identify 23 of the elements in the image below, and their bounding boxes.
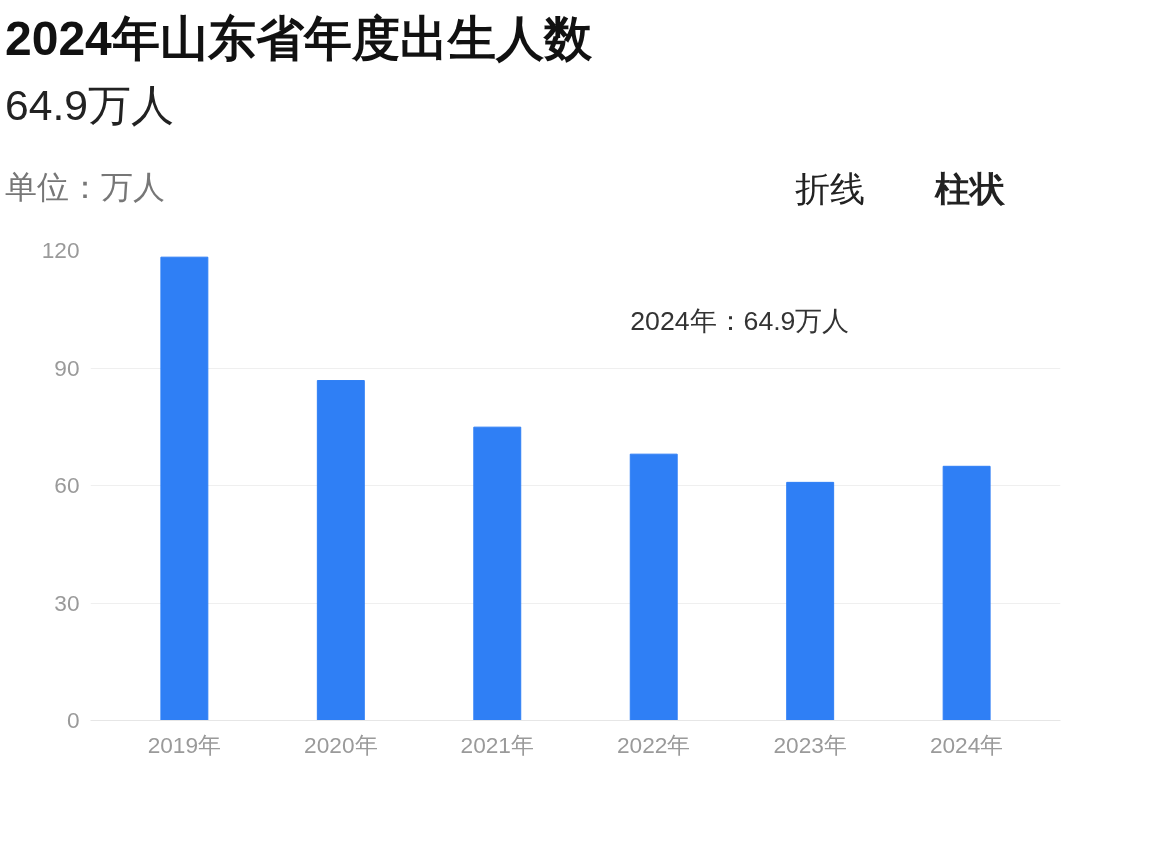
y-tick-label: 90 — [54, 354, 80, 381]
bar — [316, 380, 365, 721]
x-tick-label: 2019年 — [147, 731, 222, 758]
y-tick-label: 60 — [54, 472, 80, 498]
bar — [942, 465, 991, 721]
y-axis-title: 单位：万人 — [5, 168, 165, 207]
x-tick-label: 2020年 — [304, 731, 378, 758]
chart-title: 2024年山东省年度出生人数 — [5, 11, 592, 67]
x-tick-label: 2024年 — [929, 731, 1004, 758]
bar — [160, 256, 209, 721]
y-tick-label: 0 — [66, 707, 80, 733]
x-tick-label: 2023年 — [773, 731, 847, 758]
bar — [786, 481, 835, 721]
text: 折线 — [795, 169, 865, 210]
y-tick-label: 30 — [54, 589, 80, 616]
bar — [473, 426, 522, 721]
x-tick-label: 2021年 — [460, 731, 534, 758]
annotation: 2024年：64.9万人 — [630, 306, 850, 336]
x-tick-label: 2022年 — [617, 731, 691, 758]
bar — [629, 453, 678, 721]
text: 柱状 — [935, 169, 1005, 210]
chart-subtitle: 64.9万人 — [5, 80, 175, 131]
y-tick-label: 120 — [41, 237, 80, 263]
